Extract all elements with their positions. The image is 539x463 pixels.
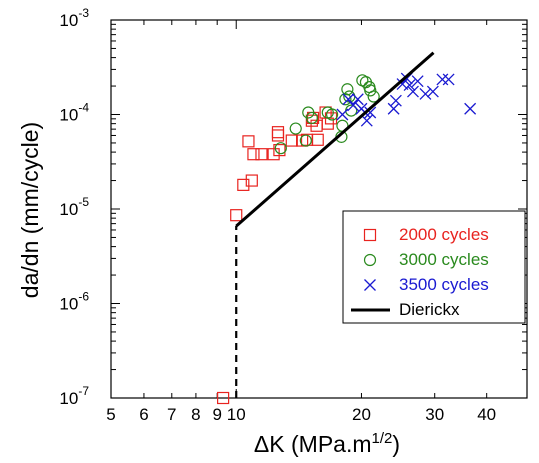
data-point-3000-cycles	[274, 142, 287, 155]
y-tick-label-exponent: -6	[78, 290, 89, 304]
data-point-3000-cycles	[325, 108, 339, 121]
legend: 2000 cycles 3000 cycles 3500 cycles Dier…	[342, 210, 526, 324]
y-tick-label-exponent: -4	[78, 101, 89, 115]
y-tick-label-base: 10	[59, 295, 78, 314]
dierickx-line	[235, 51, 435, 228]
data-point-3500-cycles	[419, 87, 432, 100]
x-tick-label: 20	[352, 405, 371, 424]
data-point-2000-cycles	[247, 148, 260, 161]
y-tick-label-exponent: -7	[78, 384, 89, 398]
y-tick-label: 10-3	[59, 6, 89, 30]
data-point-3000-cycles	[299, 134, 312, 147]
data-point-2000-cycles	[230, 209, 243, 222]
x-tick-label: 7	[167, 405, 176, 424]
data-point-3500-cycles	[464, 102, 477, 115]
legend-swatch-3000-cycles	[363, 253, 377, 267]
data-point-3500-cycles	[426, 85, 439, 98]
y-tick-label-base: 10	[59, 11, 78, 30]
y-tick-label: 10-4	[59, 101, 89, 125]
data-point-2000-cycles	[285, 134, 298, 147]
x-tick-label: 5	[106, 405, 115, 424]
data-point-3500-cycles	[351, 93, 364, 106]
data-point-3000-cycles	[367, 90, 380, 103]
data-point-3500-cycles	[336, 108, 349, 121]
x-tick-label: 10	[227, 405, 246, 424]
legend-label-3000: 3000 cycles	[399, 250, 489, 269]
x-axis-title: ΔK (MPa.m1/2)	[254, 430, 400, 457]
data-point-2000-cycles	[217, 391, 230, 405]
chart-marks	[217, 51, 477, 405]
y-axis-title: da/dn (mm/cycle)	[17, 122, 43, 298]
data-point-3500-cycles	[342, 93, 355, 106]
legend-label-2000: 2000 cycles	[399, 225, 489, 244]
legend-label-3500: 3500 cycles	[399, 275, 489, 294]
y-tick-label-base: 10	[59, 200, 78, 219]
x-axis-title-close: )	[392, 431, 400, 457]
data-point-3500-cycles	[407, 85, 419, 98]
data-point-2000-cycles	[271, 126, 285, 139]
data-point-2000-cycles	[242, 135, 255, 148]
data-point-3500-cycles	[436, 73, 449, 86]
x-tick-label: 40	[477, 405, 496, 424]
data-point-3500-cycles	[360, 114, 373, 127]
data-point-3500-cycles	[442, 73, 455, 86]
data-point-2000-cycles	[255, 148, 268, 161]
data-point-2000-cycles	[311, 133, 324, 146]
data-point-3500-cycles	[389, 94, 402, 107]
data-point-3500-cycles	[403, 79, 416, 91]
x-axis-title-sup: 1/2	[372, 430, 393, 447]
legend-swatch-2000-cycles	[363, 228, 377, 242]
data-point-3000-cycles	[341, 83, 354, 96]
data-point-2000-cycles	[273, 144, 286, 157]
y-tick-label: 10-6	[59, 290, 89, 314]
y-tick-label-base: 10	[59, 106, 78, 125]
data-point-3500-cycles	[387, 102, 400, 115]
y-tick-label: 10-5	[59, 195, 89, 219]
legend-label-dierickx: Dierickx	[399, 300, 460, 319]
data-point-2000-cycles	[237, 178, 250, 191]
legend-swatch-3500-cycles	[364, 279, 376, 291]
data-point-3500-cycles	[347, 99, 360, 112]
data-point-3000-cycles	[305, 111, 318, 125]
x-tick-label: 8	[191, 405, 200, 424]
data-point-3000-cycles	[289, 122, 302, 135]
plot-frame	[110, 19, 528, 399]
y-tick-label-exponent: -3	[78, 6, 89, 20]
y-tick-label-exponent: -5	[78, 195, 89, 209]
data-point-3000-cycles	[339, 93, 352, 106]
x-axis-title-main: ΔK (MPa.m	[254, 431, 372, 457]
x-tick-label: 9	[212, 405, 221, 424]
y-tick-label-base: 10	[59, 389, 78, 408]
x-tick-label: 30	[425, 405, 444, 424]
data-point-3500-cycles	[411, 75, 424, 88]
data-point-2000-cycles	[271, 129, 285, 142]
data-point-3000-cycles	[364, 84, 377, 97]
y-tick-label: 10-7	[59, 384, 89, 408]
data-point-3500-cycles	[364, 106, 377, 119]
x-tick-label: 6	[139, 405, 148, 424]
data-point-2000-cycles	[245, 174, 258, 187]
